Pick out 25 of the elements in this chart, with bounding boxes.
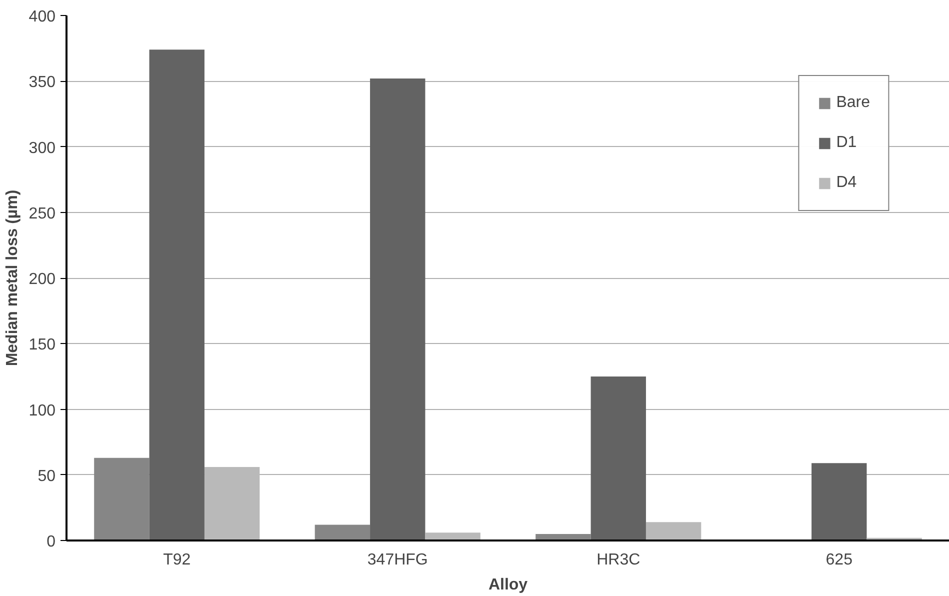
bar <box>149 50 204 540</box>
x-tick-label: 347HFG <box>367 552 428 568</box>
x-tick-label: T92 <box>163 552 191 568</box>
y-tick-label: 200 <box>28 271 56 288</box>
bar <box>812 463 867 540</box>
y-tick-label: 350 <box>28 74 56 92</box>
legend-label: D4 <box>836 174 857 192</box>
y-tick-label: 400 <box>28 8 56 26</box>
y-tick-label: 250 <box>28 205 56 222</box>
y-tick-label: 0 <box>46 534 56 550</box>
y-tick-label: 150 <box>28 336 56 354</box>
y-axis-title: Median metal loss (µm) <box>4 190 21 366</box>
y-tick-label: 100 <box>28 402 56 420</box>
y-tick-label: 300 <box>28 140 56 157</box>
legend-label: Bare <box>836 94 870 112</box>
bar <box>314 524 370 540</box>
x-tick-label: 625 <box>826 552 853 568</box>
bar <box>646 522 702 540</box>
bar <box>590 376 646 540</box>
bar <box>94 458 150 540</box>
bar <box>370 78 426 540</box>
legend-label: D1 <box>836 134 857 152</box>
y-tick-label: 50 <box>38 468 56 485</box>
x-tick-label: HR3C <box>596 552 640 568</box>
x-axis-title: Alloy <box>488 576 528 594</box>
